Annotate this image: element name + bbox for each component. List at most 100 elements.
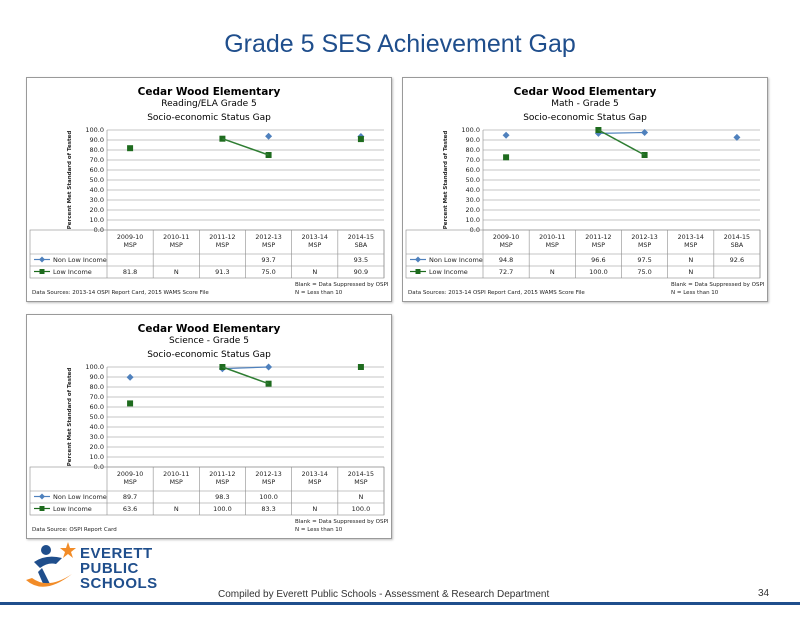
y-tick-label: 10.0 xyxy=(90,216,104,224)
data-point-non-low-income xyxy=(733,133,741,141)
x-tick-label: 2013-14 xyxy=(678,234,704,241)
data-table-cell: 93.7 xyxy=(261,256,275,264)
chart-title: Cedar Wood Elementary xyxy=(514,86,657,98)
legend-label: Low Income xyxy=(429,268,468,276)
y-tick-label: 20.0 xyxy=(466,206,480,214)
x-tick-label: 2014-15 xyxy=(724,234,750,241)
math-chart-panel: Cedar Wood Elementary Math - Grade 5 Socio… xyxy=(402,77,768,302)
data-table-cell: N xyxy=(550,268,555,276)
x-tick-label: 2010-11 xyxy=(539,234,565,241)
data-table-cell: 91.3 xyxy=(215,268,229,276)
y-axis-title: Percent Met Standard of Tested xyxy=(67,368,73,467)
data-point-low-income xyxy=(219,135,226,142)
legend-note: N = Less than 10 xyxy=(295,290,343,296)
x-tick-sublabel: MSP xyxy=(123,479,136,486)
y-tick-label: 50.0 xyxy=(466,176,480,184)
logo-line-3: SCHOOLS xyxy=(80,575,158,592)
data-table-cell: 92.6 xyxy=(730,256,744,264)
legend-label: Non Low Income xyxy=(53,256,107,264)
y-tick-label: 10.0 xyxy=(466,216,480,224)
data-table-cell: N xyxy=(688,268,693,276)
data-table-cell: 100.0 xyxy=(213,505,232,513)
y-tick-label: 70.0 xyxy=(466,156,480,164)
chart-title: Cedar Wood Elementary xyxy=(138,323,281,335)
x-tick-label: 2011-12 xyxy=(209,234,235,241)
data-point-low-income xyxy=(357,364,364,370)
series-line xyxy=(598,131,645,134)
x-tick-label: 2014-15 xyxy=(348,471,374,478)
page-title: Grade 5 SES Achievement Gap xyxy=(224,30,576,58)
y-tick-label: 30.0 xyxy=(90,433,104,441)
chart-subtitle: Math - Grade 5 xyxy=(551,99,619,109)
data-table-cell: 96.6 xyxy=(591,256,605,264)
y-tick-label: 90.0 xyxy=(466,136,480,144)
x-tick-sublabel: MSP xyxy=(262,242,275,249)
y-tick-label: 10.0 xyxy=(90,453,104,461)
chart-title: Cedar Wood Elementary xyxy=(138,86,281,98)
x-tick-sublabel: MSP xyxy=(216,242,229,249)
data-table-cell: 90.9 xyxy=(354,268,368,276)
data-table-cell: 89.7 xyxy=(123,493,137,501)
x-tick-label: 2010-11 xyxy=(163,471,189,478)
legend-key-marker xyxy=(39,493,45,500)
x-tick-label: 2010-11 xyxy=(163,234,189,241)
x-tick-sublabel: MSP xyxy=(308,242,321,249)
data-point-low-income xyxy=(127,145,134,152)
data-point-non-low-income xyxy=(126,373,134,381)
y-axis-title: Percent Met Standard of Tested xyxy=(443,131,449,230)
data-point-low-income xyxy=(503,154,510,161)
legend-label: Low Income xyxy=(53,268,92,276)
chart-subtitle-2: Socio-economic Status Gap xyxy=(147,113,271,123)
y-tick-label: 20.0 xyxy=(90,443,104,451)
legend-key-marker xyxy=(415,269,421,274)
data-table-cell: 63.6 xyxy=(123,505,137,513)
chart-subtitle: Reading/ELA Grade 5 xyxy=(161,99,257,109)
x-tick-label: 2012-13 xyxy=(255,471,281,478)
x-tick-label: 2009-10 xyxy=(117,471,143,478)
data-table-cell: 72.7 xyxy=(499,268,513,276)
data-source-note: Data Source: OSPI Report Card xyxy=(32,527,117,533)
y-tick-label: 40.0 xyxy=(466,186,480,194)
x-tick-label: 2014-15 xyxy=(348,234,374,241)
science-chart-panel: Cedar Wood Elementary Science - Grade 5 So… xyxy=(26,314,392,539)
legend-note: Blank = Data Suppressed by OSPI xyxy=(295,519,389,525)
x-tick-label: 2012-13 xyxy=(631,234,657,241)
data-table-cell: 100.0 xyxy=(352,505,371,513)
series-line xyxy=(222,366,269,385)
x-tick-sublabel: MSP xyxy=(308,479,321,486)
data-point-low-income xyxy=(127,400,134,407)
logo-line-1: EVERETT xyxy=(80,545,153,562)
y-tick-label: 60.0 xyxy=(466,166,480,174)
y-tick-label: 30.0 xyxy=(90,196,104,204)
data-table-cell: N xyxy=(174,268,179,276)
series-line xyxy=(222,137,269,156)
y-tick-label: 60.0 xyxy=(90,166,104,174)
logo-wordmark: EVERETT PUBLIC SCHOOLS xyxy=(80,546,158,591)
x-tick-sublabel: MSP xyxy=(262,479,275,486)
y-tick-label: 90.0 xyxy=(90,136,104,144)
y-tick-label: 60.0 xyxy=(90,403,104,411)
data-table-cell: 94.8 xyxy=(499,256,513,264)
legend-label: Non Low Income xyxy=(53,493,107,501)
data-point-low-income xyxy=(357,136,364,143)
x-tick-label: 2011-12 xyxy=(585,234,611,241)
data-table-cell: N xyxy=(174,505,179,513)
legend-note: N = Less than 10 xyxy=(295,527,343,533)
y-tick-label: 70.0 xyxy=(90,393,104,401)
y-tick-label: 20.0 xyxy=(90,206,104,214)
data-table-cell: 100.0 xyxy=(259,493,278,501)
footer-divider xyxy=(0,602,800,605)
legend-label: Low Income xyxy=(53,505,92,513)
legend-key-marker xyxy=(39,506,45,511)
series-line xyxy=(222,366,269,370)
legend-note: Blank = Data Suppressed by OSPI xyxy=(295,282,389,288)
y-tick-label: 50.0 xyxy=(90,176,104,184)
data-table-cell: N xyxy=(312,268,317,276)
x-tick-sublabel: MSP xyxy=(546,242,559,249)
x-tick-sublabel: MSP xyxy=(170,479,183,486)
x-tick-sublabel: SBA xyxy=(355,242,368,249)
x-tick-label: 2013-14 xyxy=(302,471,328,478)
